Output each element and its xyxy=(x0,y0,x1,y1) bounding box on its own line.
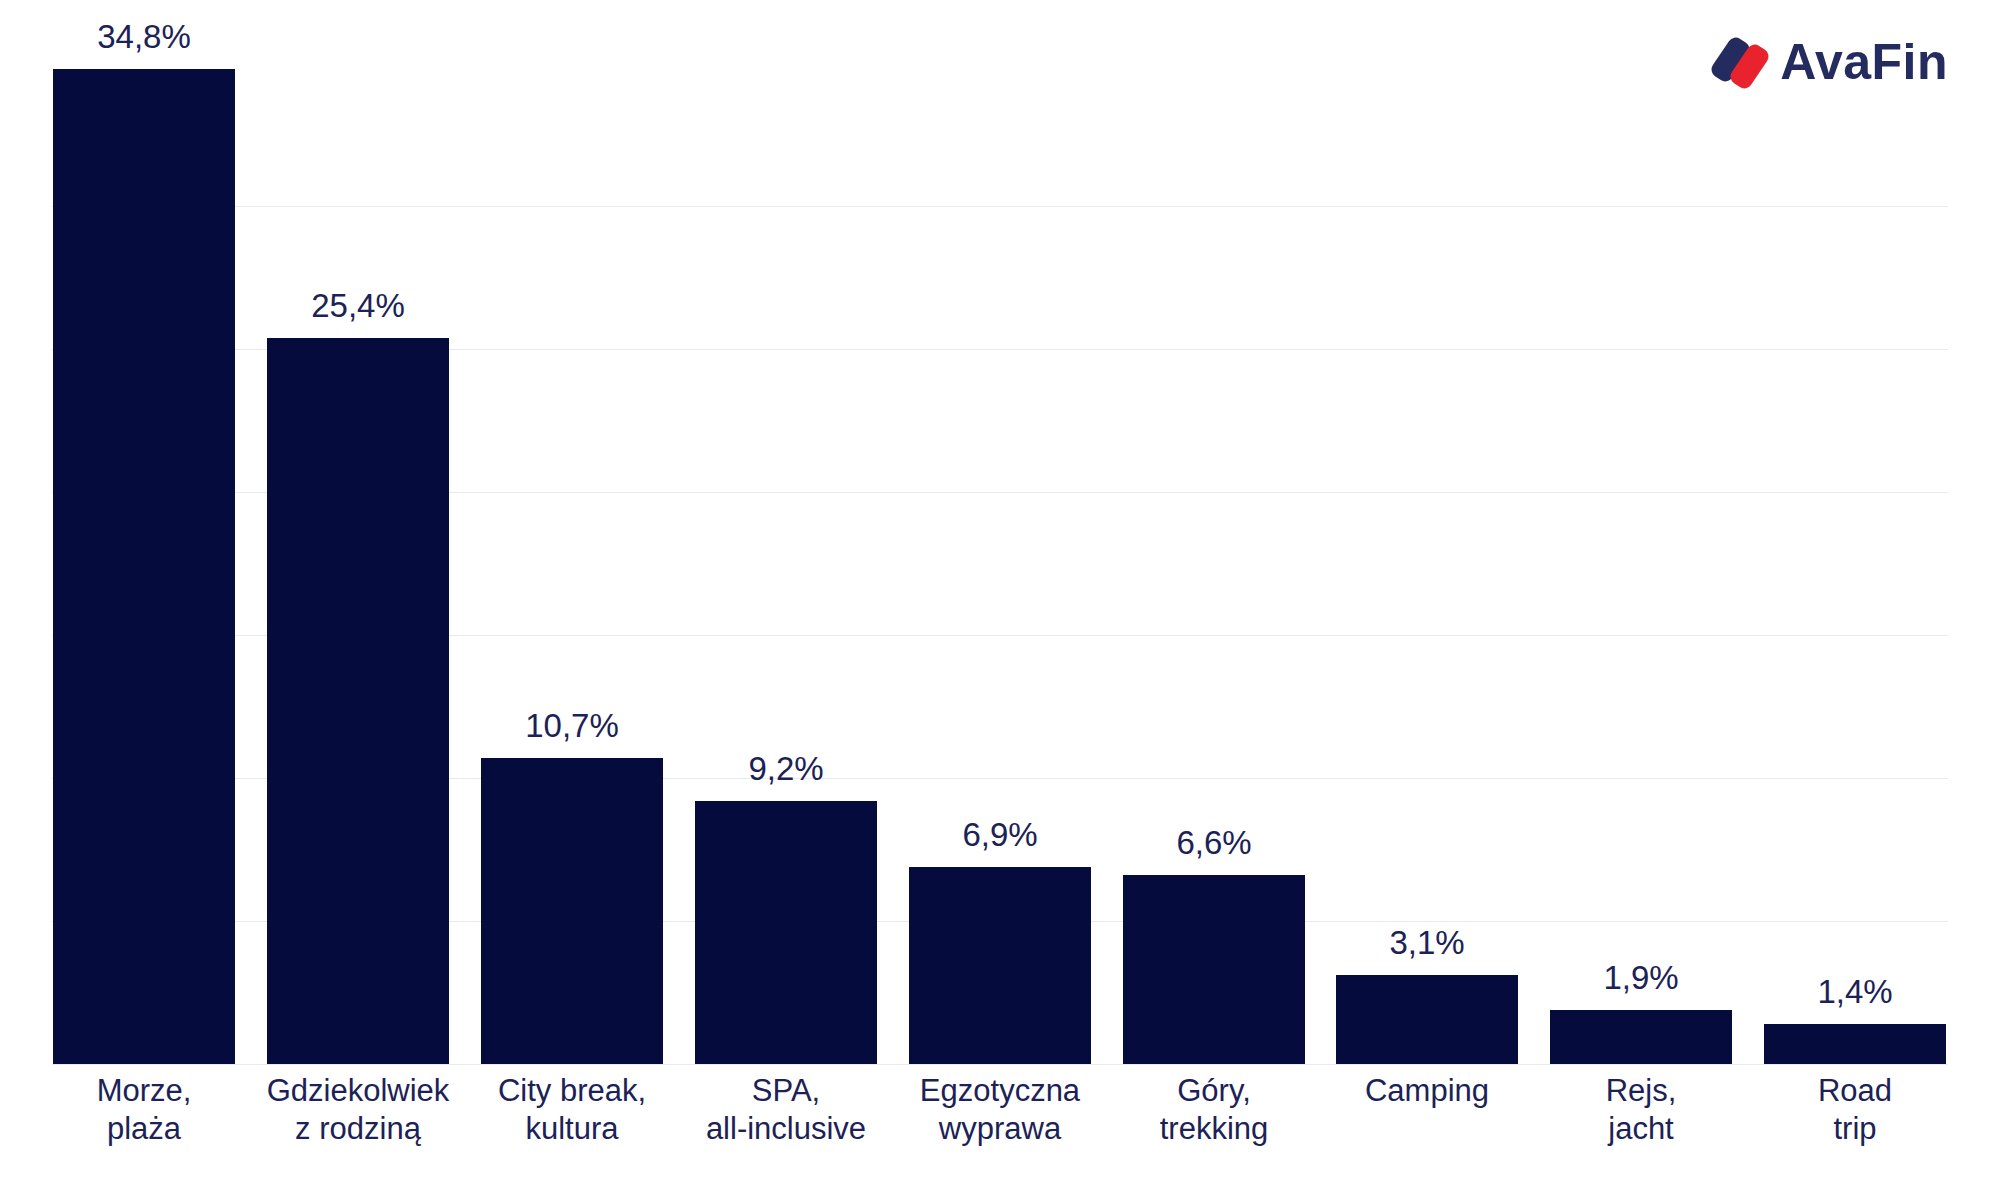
bar-value-label: 3,1% xyxy=(1320,923,1534,963)
bar-category-label: Rejs, jacht xyxy=(1526,1072,1756,1148)
bar-category-label: Gdziekolwiek z rodziną xyxy=(243,1072,473,1148)
bar xyxy=(695,801,877,1064)
bar-value-label: 9,2% xyxy=(679,749,893,789)
bar-category-label: Morze, plaża xyxy=(29,1072,259,1148)
bar-value-label: 1,4% xyxy=(1748,972,1962,1012)
bar xyxy=(1764,1024,1946,1064)
bar-category-label: SPA, all-inclusive xyxy=(671,1072,901,1148)
bar-value-label: 6,9% xyxy=(893,815,1107,855)
bar-category-label: Road trip xyxy=(1740,1072,1970,1148)
bar-value-label: 6,6% xyxy=(1107,823,1321,863)
bar-category-label: Camping xyxy=(1312,1072,1542,1110)
logo-text: AvaFin xyxy=(1780,34,1948,90)
bar xyxy=(1336,975,1518,1064)
bar-value-label: 1,9% xyxy=(1534,958,1748,998)
bar-value-label: 10,7% xyxy=(465,706,679,746)
avafin-logo-icon xyxy=(1715,34,1773,90)
bar-value-label: 25,4% xyxy=(251,286,465,326)
bar-value-label: 34,8% xyxy=(37,17,251,57)
bar-chart: 34,8% Morze, plaża 25,4% Gdziekolwiek z rod… xyxy=(0,0,2000,1177)
bar xyxy=(53,69,235,1064)
gridline xyxy=(52,206,1948,207)
bar xyxy=(481,758,663,1064)
avafin-logo: AvaFin xyxy=(1715,34,1948,90)
bar xyxy=(267,338,449,1064)
bar xyxy=(1550,1010,1732,1064)
gridline xyxy=(52,1064,1948,1065)
bar xyxy=(1123,875,1305,1064)
bar-category-label: Góry, trekking xyxy=(1099,1072,1329,1148)
bar-category-label: City break, kultura xyxy=(457,1072,687,1148)
bar-category-label: Egzotyczna wyprawa xyxy=(885,1072,1115,1148)
bar xyxy=(909,867,1091,1064)
